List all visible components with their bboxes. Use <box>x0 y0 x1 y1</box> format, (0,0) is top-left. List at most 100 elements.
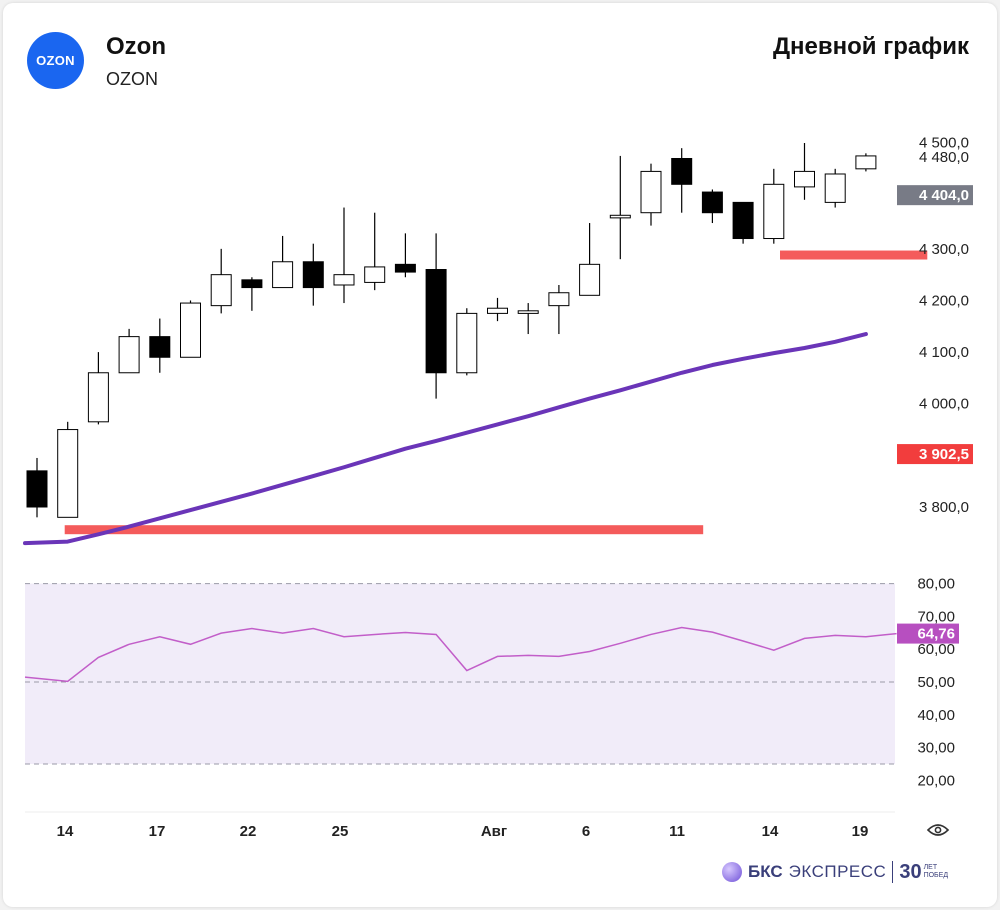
time-tick-label: 14 <box>57 823 74 840</box>
candle-body <box>855 155 877 170</box>
price-tick-label: 4 200,0 <box>919 292 969 309</box>
candle-body <box>763 183 785 240</box>
candle-body <box>118 336 140 374</box>
footer-brand: БКС ЭКСПРЕСС 30 ЛЕТ ПОБЕД <box>722 858 948 886</box>
candle-body <box>57 429 79 518</box>
price-tick-label: 4 480,0 <box>919 149 969 166</box>
candle <box>609 155 631 260</box>
candle <box>794 143 815 200</box>
time-axis: 14 17 22 25 Авг 6 11 14 19 <box>25 811 895 840</box>
anniversary-line1: ЛЕТ <box>923 864 938 871</box>
price-tick-label: 4 500,0 <box>919 135 969 152</box>
candle <box>456 308 478 376</box>
candle-body <box>487 307 508 314</box>
candle-body <box>26 470 48 508</box>
support-level <box>64 525 704 535</box>
candle <box>180 300 201 358</box>
candle-body <box>272 261 294 289</box>
anniversary-line2: ПОБЕД <box>923 872 949 879</box>
rsi-tick-label: 50,00 <box>917 674 955 691</box>
ticker-symbol: OZON <box>106 69 158 89</box>
price-label: 3 902,5 <box>897 444 973 465</box>
ma-line <box>23 332 868 546</box>
rsi-line <box>24 626 897 683</box>
rsi-current-label: 64,76 <box>897 623 959 644</box>
rsi-current-bg <box>897 623 959 644</box>
rsi-band <box>25 583 895 764</box>
candle-body <box>824 173 846 203</box>
rsi-tick-label: 40,00 <box>917 707 955 724</box>
candle <box>302 243 324 306</box>
candle <box>26 457 48 518</box>
anniversary-number: 30 <box>899 860 922 883</box>
candle-body <box>425 269 447 374</box>
logo-text: OZON <box>36 53 75 68</box>
price-tick-label: 3 800,0 <box>919 499 969 516</box>
time-tick-label: Авг <box>481 823 507 840</box>
price-tick-label: 4 300,0 <box>919 241 969 258</box>
candle-body <box>517 310 539 314</box>
candle <box>241 277 263 311</box>
candle <box>210 248 232 314</box>
candle <box>364 212 386 291</box>
brand-name: БКС <box>748 862 783 881</box>
chart-title: Дневной график <box>772 33 969 60</box>
time-tick-label: 17 <box>149 823 166 840</box>
price-axis: 3 800,0 4 000,0 4 100,0 4 200,0 4 300,0 4 480… <box>897 135 973 516</box>
candle-body <box>333 274 355 286</box>
support-level <box>780 250 928 260</box>
candle <box>425 233 447 399</box>
candle-body <box>671 157 693 185</box>
company-name: Ozon <box>106 33 166 60</box>
candle-body <box>87 372 109 423</box>
candle <box>333 207 355 304</box>
candle <box>548 284 570 335</box>
candle-body <box>456 312 478 374</box>
time-tick-label: 14 <box>762 823 779 840</box>
time-tick-label: 25 <box>332 823 349 840</box>
ozon-logo: OZON <box>27 32 84 89</box>
candle-body <box>302 261 324 289</box>
time-tick-label: 22 <box>240 823 257 840</box>
price-label: 4 404,0 <box>897 185 973 206</box>
candle <box>118 328 140 374</box>
price-label-text: 3 902,5 <box>919 446 969 463</box>
candle <box>57 421 79 518</box>
candle-body <box>548 292 570 307</box>
candle <box>579 223 601 296</box>
rsi-axis: 20,00 30,00 40,00 50,00 60,00 70,00 80,00 64,76 <box>897 576 959 789</box>
candle <box>763 168 785 244</box>
candle <box>732 201 754 244</box>
rsi-tick-label: 70,00 <box>917 608 955 625</box>
candle <box>149 318 171 373</box>
moving-average <box>23 332 868 546</box>
candle-body <box>241 279 263 289</box>
support-levels <box>64 250 928 535</box>
candle-body <box>149 336 171 358</box>
candle-body <box>640 170 662 214</box>
candle <box>855 153 877 172</box>
rsi-tick-label: 60,00 <box>917 641 955 658</box>
candle-body <box>794 170 815 188</box>
time-tick-label: 6 <box>582 823 590 840</box>
candle <box>701 189 723 224</box>
candle-body <box>394 263 416 273</box>
time-tick-label: 19 <box>852 823 869 840</box>
anniversary-text: ЛЕТ ПОБЕД <box>924 864 948 880</box>
footer-divider <box>892 861 894 883</box>
candle-body <box>180 302 201 358</box>
eye-icon[interactable] <box>926 824 950 836</box>
rsi-tick-label: 20,00 <box>917 772 955 789</box>
candle-body <box>579 263 601 296</box>
candle <box>671 148 693 213</box>
brand-product: ЭКСПРЕСС <box>788 862 887 881</box>
price-label-text: 4 404,0 <box>919 187 969 204</box>
candle-body <box>701 191 723 214</box>
rsi-tick-label: 30,00 <box>917 740 955 757</box>
candle-body <box>732 201 754 240</box>
candle <box>394 233 416 278</box>
candle <box>87 352 109 425</box>
candle <box>640 163 662 226</box>
rsi-pane <box>24 583 897 765</box>
